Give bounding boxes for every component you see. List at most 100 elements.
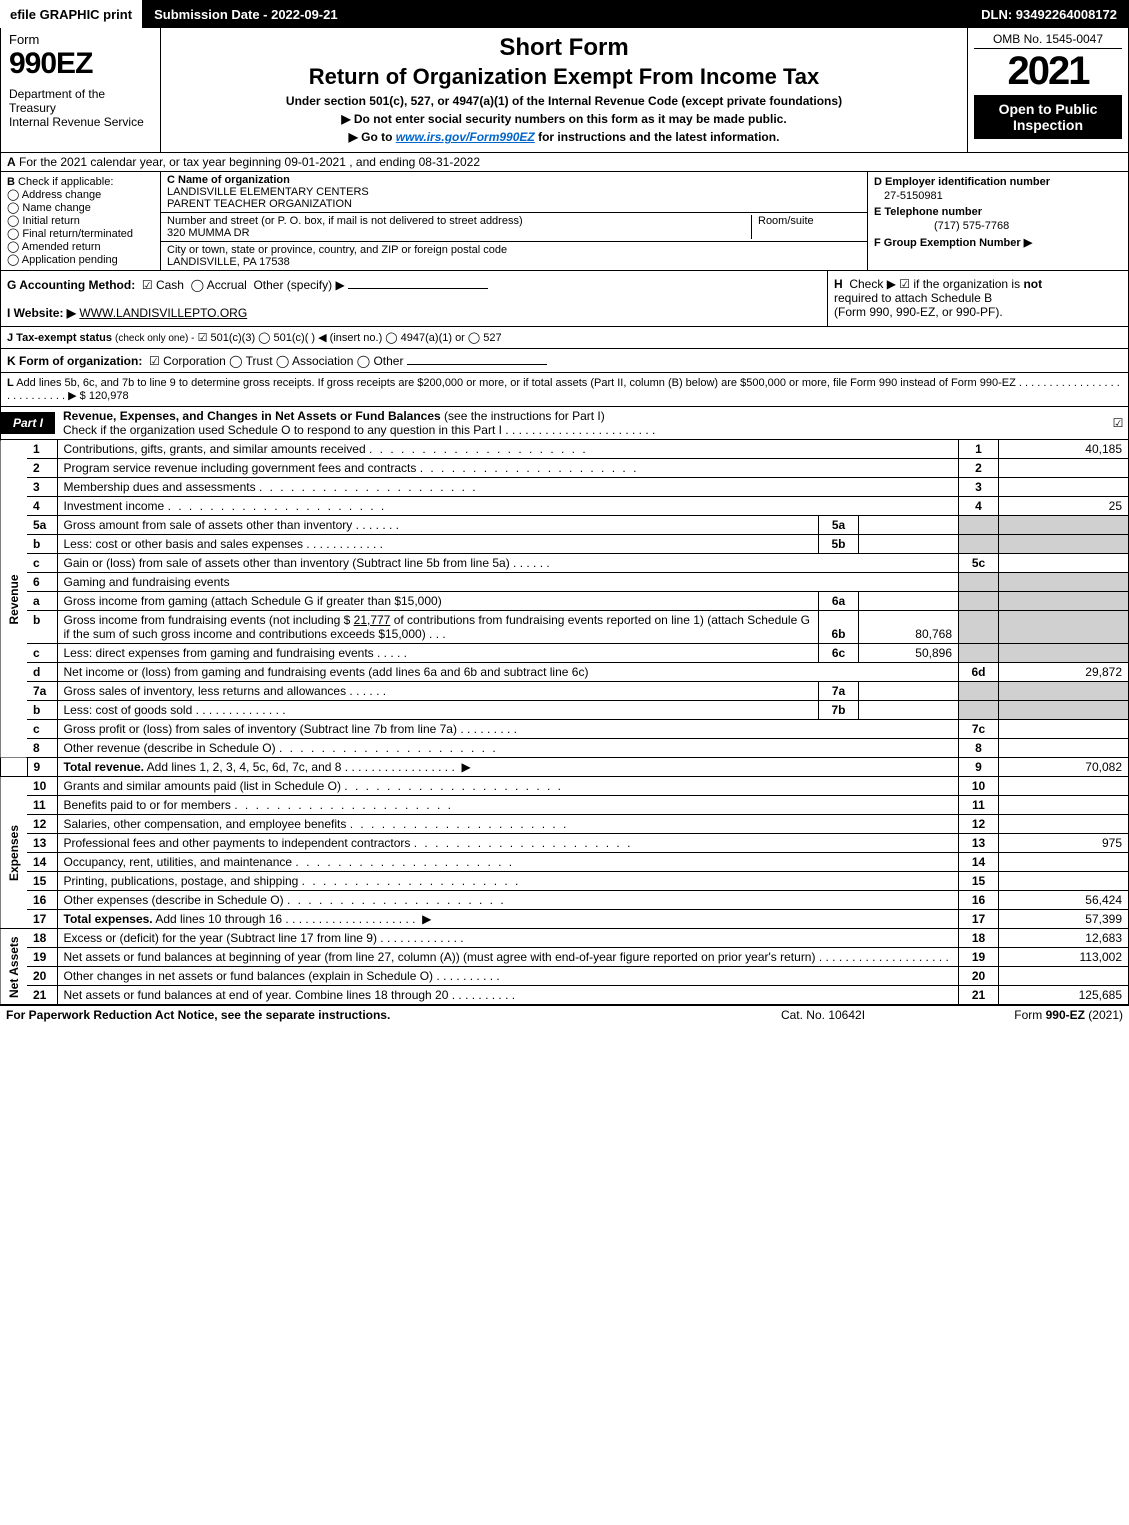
line-12-box: 12 — [959, 815, 999, 834]
line-5c-no: c — [27, 554, 57, 573]
line-6d-amount: 29,872 — [999, 663, 1129, 682]
line-17-amount: 57,399 — [999, 910, 1129, 929]
line-10: Expenses 10 Grants and similar amounts p… — [1, 777, 1129, 796]
shaded-cell — [999, 535, 1129, 554]
shaded-cell — [999, 516, 1129, 535]
line-19: 19 Net assets or fund balances at beginn… — [1, 948, 1129, 967]
header-right: OMB No. 1545-0047 2021 Open to Public In… — [968, 28, 1128, 152]
line-6a-desc: Gross income from gaming (attach Schedul… — [57, 592, 819, 611]
line-13-amount: 975 — [999, 834, 1129, 853]
line-18-no: 18 — [27, 929, 57, 948]
b-opt-initial-label: Initial return — [22, 215, 79, 227]
line-7a-desc-text: Gross sales of inventory, less returns a… — [64, 684, 347, 698]
instruction-1: ▶ Do not enter social security numbers o… — [169, 112, 959, 126]
dots-icon — [234, 798, 453, 812]
line-21-desc-text: Net assets or fund balances at end of ye… — [64, 988, 449, 1002]
line-9-desc-text: Add lines 1, 2, 3, 4, 5c, 6d, 7c, and 8 — [144, 760, 341, 774]
line-8-desc: Other revenue (describe in Schedule O) — [57, 739, 959, 758]
submission-date: Submission Date - 2022-09-21 — [144, 0, 350, 28]
c-room-label: Room/suite — [758, 215, 814, 227]
dots-icon — [414, 836, 633, 850]
line-6c-subamt: 50,896 — [859, 644, 959, 663]
line-14: 14 Occupancy, rent, utilities, and maint… — [1, 853, 1129, 872]
line-6b-inline-amt: 21,777 — [354, 613, 391, 627]
line-1: Revenue 1 Contributions, gifts, grants, … — [1, 440, 1129, 459]
line-21-desc: Net assets or fund balances at end of ye… — [57, 986, 959, 1005]
line-6c-no: c — [27, 644, 57, 663]
website-link[interactable]: WWW.LANDISVILLEPTO.ORG — [79, 306, 247, 320]
line-6b: b Gross income from fundraising events (… — [1, 611, 1129, 644]
line-20-amount — [999, 967, 1129, 986]
line-8-desc-text: Other revenue (describe in Schedule O) — [64, 741, 276, 755]
part1-title-bold: Revenue, Expenses, and Changes in Net As… — [63, 409, 441, 423]
line-11-desc-text: Benefits paid to or for members — [64, 798, 231, 812]
line-7b: b Less: cost of goods sold . . . . . . .… — [1, 701, 1129, 720]
line-14-amount — [999, 853, 1129, 872]
irs-link[interactable]: www.irs.gov/Form990EZ — [396, 130, 535, 144]
line-1-no: 1 — [27, 440, 57, 459]
line-18-box: 18 — [959, 929, 999, 948]
shaded-cell — [959, 682, 999, 701]
row-l: L Add lines 5b, 6c, and 7b to line 9 to … — [0, 373, 1129, 407]
line-6c-desc: Less: direct expenses from gaming and fu… — [57, 644, 819, 663]
b-opt-pending: ◯ Application pending — [7, 253, 154, 266]
line-21-amount: 125,685 — [999, 986, 1129, 1005]
line-6d: d Net income or (loss) from gaming and f… — [1, 663, 1129, 682]
h-text2: if the organization is — [913, 277, 1020, 291]
k-label: K Form of organization: — [7, 354, 142, 368]
line-21: 21 Net assets or fund balances at end of… — [1, 986, 1129, 1005]
line-6c-sub: 6c — [819, 644, 859, 663]
section-c: C Name of organization LANDISVILLE ELEME… — [161, 172, 868, 270]
line-19-desc-text: Net assets or fund balances at beginning… — [64, 950, 816, 964]
tax-year: 2021 — [974, 49, 1122, 93]
line-6-desc: Gaming and fundraising events — [57, 573, 959, 592]
line-13: 13 Professional fees and other payments … — [1, 834, 1129, 853]
part1-title-rest: (see the instructions for Part I) — [444, 409, 605, 423]
line-7c: c Gross profit or (loss) from sales of i… — [1, 720, 1129, 739]
line-7a-no: 7a — [27, 682, 57, 701]
part1-checkbox: ☑ — [1108, 416, 1128, 430]
b-opt-name: ◯ Name change — [7, 201, 154, 214]
line-1-box: 1 — [959, 440, 999, 459]
shaded-cell — [959, 535, 999, 554]
line-17-box: 17 — [959, 910, 999, 929]
line-20: 20 Other changes in net assets or fund b… — [1, 967, 1129, 986]
k-other-blank — [407, 353, 547, 365]
line-6a-no: a — [27, 592, 57, 611]
line-6b-desc: Gross income from fundraising events (no… — [57, 611, 819, 644]
line-7c-amount — [999, 720, 1129, 739]
line-3: 3 Membership dues and assessments 3 — [1, 478, 1129, 497]
b-opt-name-label: Name change — [22, 202, 91, 214]
footer-mid: Cat. No. 10642I — [723, 1008, 923, 1022]
form-label: Form — [9, 32, 152, 47]
line-6d-desc: Net income or (loss) from gaming and fun… — [57, 663, 959, 682]
row-a: A For the 2021 calendar year, or tax yea… — [0, 153, 1129, 172]
g-other: Other (specify) ▶ — [253, 278, 344, 292]
line-4-desc-text: Investment income — [64, 499, 165, 513]
line-20-desc-text: Other changes in net assets or fund bala… — [64, 969, 434, 983]
line-5b-sub: 5b — [819, 535, 859, 554]
b-opt-amended: ◯ Amended return — [7, 240, 154, 253]
line-11-desc: Benefits paid to or for members — [57, 796, 959, 815]
line-15-no: 15 — [27, 872, 57, 891]
line-6a: a Gross income from gaming (attach Sched… — [1, 592, 1129, 611]
line-9-no: 9 — [27, 758, 57, 777]
part1-header: Part I Revenue, Expenses, and Changes in… — [0, 407, 1129, 440]
omb-number: OMB No. 1545-0047 — [974, 32, 1122, 49]
line-2-box: 2 — [959, 459, 999, 478]
footer-right-prefix: Form — [1014, 1008, 1045, 1022]
shaded-cell — [959, 573, 999, 592]
line-3-no: 3 — [27, 478, 57, 497]
line-6c-desc-text: Less: direct expenses from gaming and fu… — [64, 646, 374, 660]
g-label: G Accounting Method: — [7, 278, 135, 292]
dots-icon — [279, 741, 498, 755]
line-12: 12 Salaries, other compensation, and emp… — [1, 815, 1129, 834]
line-6b-sub: 6b — [819, 611, 859, 644]
department-label: Department of the Treasury — [9, 87, 152, 115]
line-12-no: 12 — [27, 815, 57, 834]
line-2-no: 2 — [27, 459, 57, 478]
dots-icon — [295, 855, 514, 869]
part1-title: Revenue, Expenses, and Changes in Net As… — [55, 407, 1108, 439]
form-header: Form 990EZ Department of the Treasury In… — [0, 28, 1129, 153]
line-17-desc-text: Add lines 10 through 16 — [153, 912, 282, 926]
